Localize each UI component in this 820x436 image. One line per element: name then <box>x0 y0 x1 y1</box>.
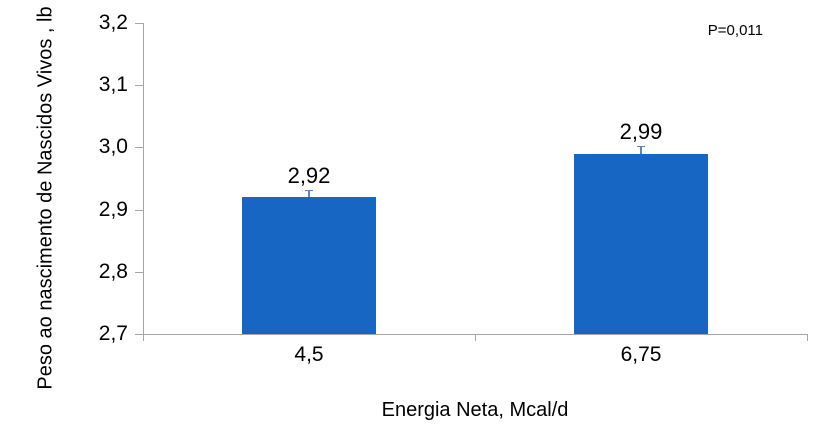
y-tick-label: 2,8 <box>98 259 128 283</box>
x-category-label: 4,5 <box>294 343 324 366</box>
error-bar <box>308 189 310 198</box>
x-tick <box>475 334 476 341</box>
x-category-label: 6,75 <box>620 343 662 366</box>
error-bar-cap <box>305 189 313 191</box>
bar-value-label: 2,99 <box>619 119 663 145</box>
bar <box>574 153 708 334</box>
p-value-annotation: P=0,011 <box>707 22 763 39</box>
y-tick-label: 3,0 <box>98 135 128 159</box>
y-tick-label: 2,9 <box>98 197 128 221</box>
bar-value-label: 2,92 <box>287 162 331 188</box>
x-tick <box>143 334 144 341</box>
y-tick <box>135 209 143 211</box>
bar <box>242 197 376 334</box>
y-tick <box>135 85 143 87</box>
x-tick <box>807 334 808 341</box>
y-tick-label: 2,7 <box>98 322 128 345</box>
y-tick <box>135 271 143 273</box>
y-tick-label: 3,1 <box>98 73 128 97</box>
error-bar <box>640 146 642 154</box>
y-tick <box>135 23 143 24</box>
y-axis-line <box>143 23 144 334</box>
y-tick <box>135 334 143 335</box>
y-axis-title: Peso ao nascimento de Nascidos Vivos , l… <box>34 6 57 390</box>
x-axis-title: Energia Neta, Mcal/d <box>381 399 569 421</box>
y-tick-label: 3,2 <box>98 11 128 34</box>
error-bar-cap <box>637 146 645 148</box>
y-tick <box>135 147 143 149</box>
